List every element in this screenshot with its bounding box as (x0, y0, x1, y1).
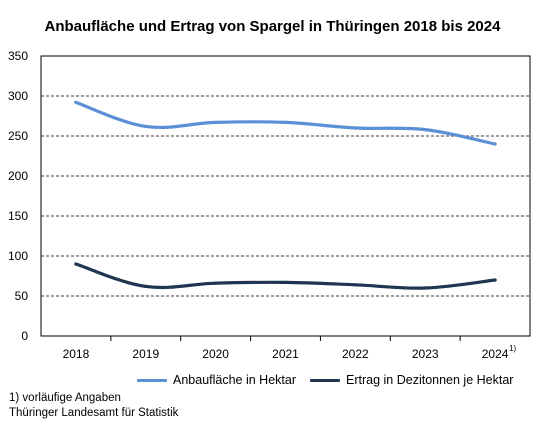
x-tick-label-2019: 2019 (132, 347, 159, 361)
x-tick-footnote-mark: 1) (509, 344, 516, 353)
y-tick-label-150: 150 (8, 209, 28, 223)
data-point-s1-2018 (74, 262, 78, 266)
plot-frame (40, 55, 531, 337)
y-tick-label-0: 0 (21, 329, 28, 343)
x-tick-label-2022: 2022 (342, 347, 369, 361)
x-tick-label-2021: 2021 (272, 347, 299, 361)
source-note: Thüringer Landesamt für Statistik (9, 407, 179, 419)
data-point-s1-2021 (283, 280, 288, 284)
data-point-s0-2020 (214, 120, 218, 124)
footnote-preliminary: 1) vorläufige Angaben (9, 392, 121, 404)
data-point-s1-2024 (493, 278, 497, 282)
data-point-s1-2023 (423, 286, 427, 290)
y-tick-label-200: 200 (8, 169, 28, 183)
data-point-s0-2019 (144, 124, 148, 128)
legend-swatch-ertrag (310, 378, 340, 382)
y-axis-tick-labels: 0 50 100 150 200 250 300 350 (8, 49, 28, 343)
data-point-s0-2022 (353, 126, 357, 130)
gridlines (41, 95, 530, 297)
y-tick-label-350: 350 (8, 49, 28, 63)
chart-title: Anbaufläche und Ertrag von Spargel in Th… (44, 18, 501, 35)
y-tick-label-250: 250 (8, 129, 28, 143)
y-tick-label-50: 50 (15, 289, 29, 303)
y-tick-label-300: 300 (8, 89, 28, 103)
data-point-s0-2018 (74, 100, 78, 104)
y-tick-label-100: 100 (8, 249, 28, 263)
x-tick-label-2020: 2020 (202, 347, 229, 361)
legend-item-anbauflaeche: Anbaufläche in Hektar (137, 373, 296, 387)
data-point-s1-2019 (144, 284, 148, 288)
legend-label-anbauflaeche: Anbaufläche in Hektar (173, 373, 296, 387)
data-point-s0-2024 (493, 142, 497, 146)
x-axis-tick-labels: 2018 2019 2020 2021 2022 2023 2024 1) (63, 336, 517, 361)
data-point-s1-2020 (214, 281, 218, 285)
legend-swatch-anbauflaeche (137, 378, 167, 382)
legend-label-ertrag: Ertrag in Dezitonnen je Hektar (346, 373, 514, 387)
data-point-s1-2022 (353, 283, 357, 287)
data-point-s0-2023 (423, 128, 427, 132)
series-lines (74, 100, 497, 290)
series-line-1 (74, 262, 497, 290)
x-tick-label-2023: 2023 (412, 347, 439, 361)
data-point-s0-2021 (283, 120, 288, 124)
legend-item-ertrag: Ertrag in Dezitonnen je Hektar (310, 373, 513, 387)
x-tick-label-2018: 2018 (63, 347, 90, 361)
x-tick-label-2024: 2024 (482, 347, 509, 361)
